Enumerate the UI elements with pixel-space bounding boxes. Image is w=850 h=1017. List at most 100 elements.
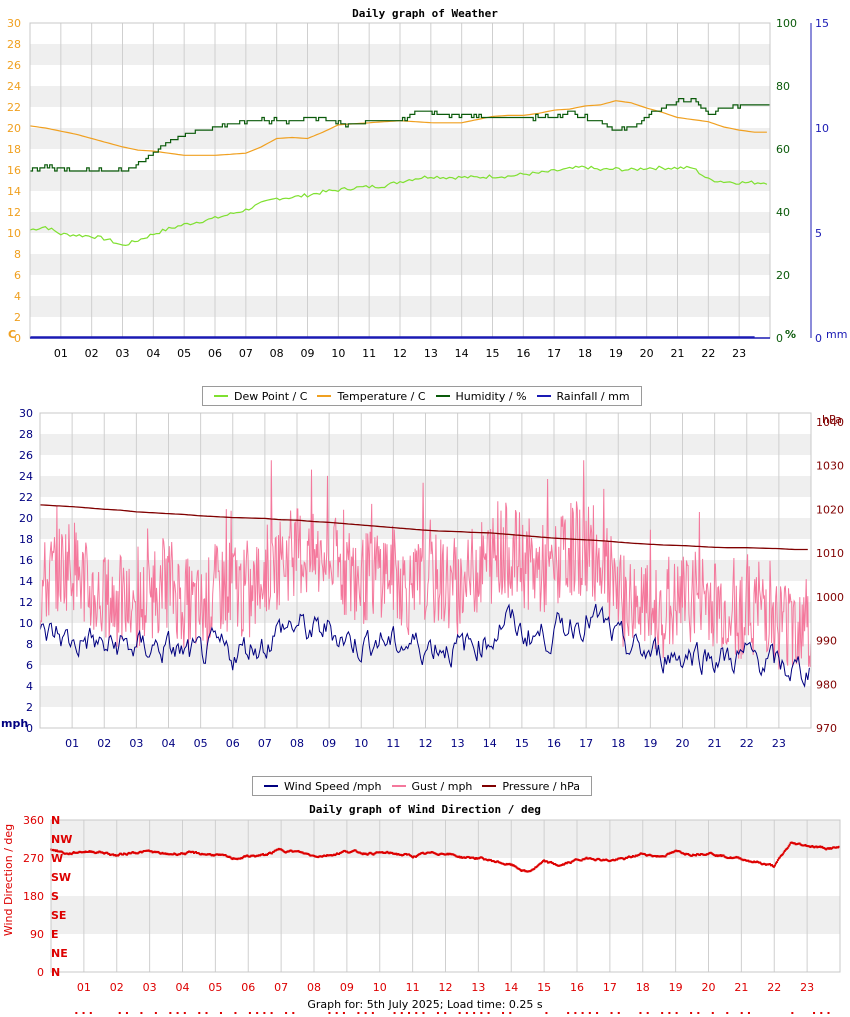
x-tick-label: 07 (258, 737, 272, 750)
x-tick-label: 09 (322, 737, 336, 750)
y-tick-label: 10 (19, 617, 33, 630)
direction-point (786, 846, 789, 849)
direction-point (541, 861, 544, 864)
x-tick-label: 02 (97, 737, 111, 750)
y-tick-label: 6 (14, 269, 21, 282)
direction-point (241, 857, 244, 860)
direction-marker (118, 1012, 121, 1014)
x-tick-label: 10 (354, 737, 368, 750)
direction-point (224, 854, 227, 857)
direction-marker (480, 1012, 483, 1014)
x-tick-label: 13 (451, 737, 465, 750)
direction-marker (371, 1012, 374, 1014)
humidity-swatch (435, 395, 450, 397)
compass-label: N (51, 814, 60, 827)
y-tick-label: 1010 (816, 547, 844, 560)
direction-point (722, 854, 725, 857)
legend-label: Humidity / % (455, 389, 527, 403)
y-tick-label: 0 (14, 332, 21, 345)
direction-marker (408, 1012, 411, 1014)
compass-label: E (51, 928, 59, 941)
y-tick-label: 6 (26, 659, 33, 672)
direction-marker (668, 1012, 671, 1014)
x-tick-label: 16 (570, 981, 584, 994)
direction-marker (740, 1012, 743, 1014)
y-tick-label: 28 (7, 38, 21, 51)
y-tick-label: 1000 (816, 591, 844, 604)
direction-point (783, 850, 786, 853)
direction-plot-frame (50, 819, 841, 973)
direction-marker (711, 1012, 714, 1014)
direction-point (774, 862, 777, 865)
direction-marker (827, 1012, 830, 1014)
x-tick-label: 03 (129, 737, 143, 750)
x-tick-label: 14 (455, 347, 469, 360)
y-tick-label: 18 (7, 143, 21, 156)
direction-marker (617, 1012, 620, 1014)
direction-marker (545, 1012, 548, 1014)
x-tick-label: 17 (603, 981, 617, 994)
direction-marker (234, 1012, 237, 1014)
y-tick-label: 40 (776, 206, 790, 219)
temperature-swatch (317, 395, 332, 397)
x-tick-label: 23 (772, 737, 786, 750)
direction-point (768, 863, 771, 866)
x-tick-label: 04 (162, 737, 176, 750)
x-tick-label: 18 (578, 347, 592, 360)
direction-axis-label: Wind Direction / deg (2, 824, 15, 936)
rainfall-axis-label: mm (826, 328, 847, 341)
direction-point (510, 863, 513, 866)
y-tick-label: 2 (14, 311, 21, 324)
wind-legend: Wind Speed /mph Gust / mph Pressure / hP… (252, 776, 592, 796)
legend-item-dewpoint: Dew Point / C (214, 390, 307, 403)
direction-marker (509, 1012, 512, 1014)
direction-point (489, 858, 492, 861)
direction-point (775, 861, 778, 864)
y-tick-label: 20 (776, 269, 790, 282)
direction-marker (125, 1012, 128, 1014)
direction-point (179, 853, 182, 856)
x-tick-label: 17 (547, 347, 561, 360)
x-tick-label: 02 (85, 347, 99, 360)
direction-point (737, 856, 740, 859)
legend-item-windspeed: Wind Speed /mph (264, 780, 382, 793)
direction-marker (436, 1012, 439, 1014)
direction-marker (169, 1012, 172, 1014)
y-tick-label: 26 (7, 59, 21, 72)
y-tick-label: 1030 (816, 460, 844, 473)
direction-point (192, 850, 195, 853)
direction-point (270, 852, 273, 855)
x-tick-label: 14 (504, 981, 518, 994)
direction-point (536, 865, 539, 868)
direction-marker (89, 1012, 92, 1014)
direction-point (335, 853, 338, 856)
direction-point (664, 855, 667, 858)
y-tick-label: 16 (19, 554, 33, 567)
direction-point (630, 856, 633, 859)
x-tick-label: 12 (419, 737, 433, 750)
gust-line (39, 460, 812, 670)
x-tick-label: 05 (208, 981, 222, 994)
x-tick-label: 20 (640, 347, 654, 360)
y-tick-label: 15 (815, 17, 829, 30)
y-tick-label: 4 (14, 290, 21, 303)
humidity-axis-label: % (785, 328, 796, 341)
direction-point (411, 856, 414, 859)
x-tick-label: 09 (340, 981, 354, 994)
y-tick-label: 20 (7, 122, 21, 135)
direction-marker (444, 1012, 447, 1014)
y-tick-label: 22 (7, 101, 21, 114)
direction-marker (690, 1012, 693, 1014)
direction-point (354, 849, 357, 852)
y-tick-label: 180 (23, 890, 44, 903)
direction-point (512, 864, 515, 867)
direction-point (121, 853, 124, 856)
compass-label: W (51, 852, 63, 865)
y-tick-label: 2 (26, 701, 33, 714)
x-tick-label: 21 (734, 981, 748, 994)
direction-marker (256, 1012, 259, 1014)
y-tick-label: 0 (815, 332, 822, 345)
y-tick-label: 90 (30, 928, 44, 941)
y-tick-label: 12 (7, 206, 21, 219)
